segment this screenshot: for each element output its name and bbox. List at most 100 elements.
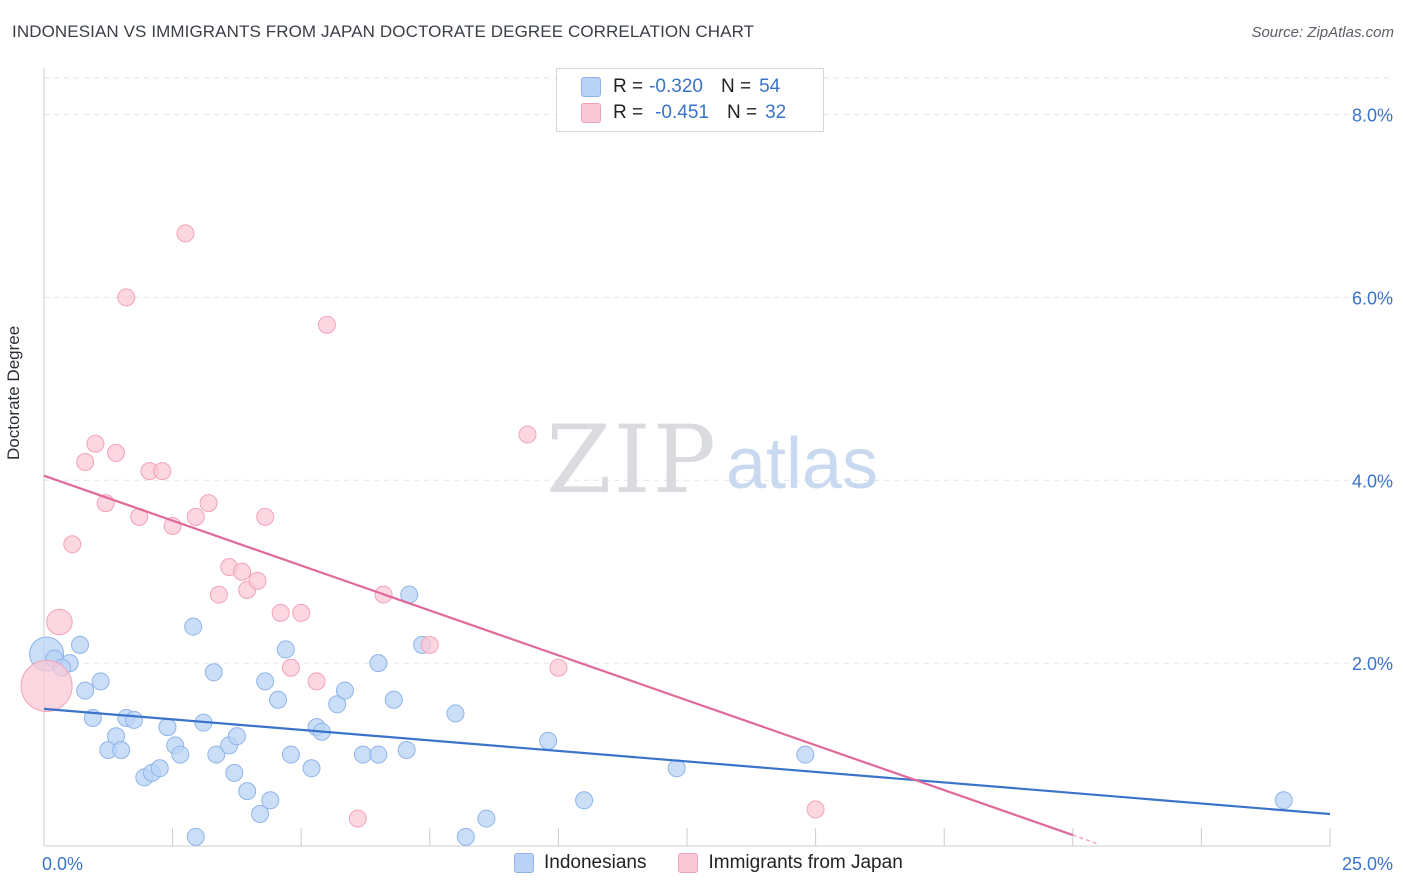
legend-item-japan[interactable]: Immigrants from Japan xyxy=(678,852,903,874)
legend-item-indonesians[interactable]: Indonesians xyxy=(514,852,646,874)
trend-line-japan xyxy=(43,474,1074,837)
point-indonesians xyxy=(171,745,190,764)
point-indonesians xyxy=(667,759,686,778)
point-indonesians xyxy=(446,704,465,723)
point-japan xyxy=(248,571,267,590)
watermark-zip: ZIP xyxy=(546,406,718,515)
point-japan xyxy=(518,425,537,444)
legend-swatch-indonesians xyxy=(514,853,534,873)
legend-n-label: N = xyxy=(720,76,752,97)
legend-r-value: -0.451 xyxy=(655,102,709,123)
point-japan xyxy=(186,507,205,526)
point-japan xyxy=(806,800,825,819)
point-japan xyxy=(76,453,95,471)
point-japan xyxy=(420,635,439,654)
point-indonesians xyxy=(269,690,288,709)
point-indonesians xyxy=(125,710,144,729)
legend-swatch-indonesians xyxy=(581,77,601,97)
watermark: ZIP atlas xyxy=(546,406,878,515)
point-japan xyxy=(63,535,82,554)
point-indonesians xyxy=(796,745,815,764)
point-japan xyxy=(199,494,218,513)
point-indonesians xyxy=(276,640,295,659)
point-indonesians xyxy=(207,745,226,764)
trend-lines xyxy=(43,474,1331,845)
point-indonesians xyxy=(1274,791,1293,810)
legend-n-value: 54 xyxy=(759,76,781,97)
legend-row-indonesians: R = -0.320 N = 54 xyxy=(581,75,780,99)
y-tick-label: 8.0% xyxy=(1352,106,1393,126)
point-japan xyxy=(86,434,105,453)
axes xyxy=(43,68,1331,847)
point-japan xyxy=(292,603,311,622)
point-japan xyxy=(348,809,367,828)
point-indonesians xyxy=(76,681,95,700)
x-tick-label: 25.0% xyxy=(1342,854,1393,874)
point-indonesians xyxy=(456,827,475,846)
point-japan xyxy=(233,562,252,581)
chart-title: INDONESIAN VS IMMIGRANTS FROM JAPAN DOCT… xyxy=(12,22,755,41)
source-label: Source: ZipAtlas.com xyxy=(1251,24,1394,41)
point-indonesians xyxy=(369,654,388,673)
point-indonesians xyxy=(238,782,257,801)
legend-r-label: R = xyxy=(613,102,644,123)
stats-legend: R = -0.320 N = 54 R = -0.451 N = 32 xyxy=(556,68,824,132)
point-japan xyxy=(117,288,136,307)
y-axis-label: Doctorate Degree xyxy=(4,325,23,460)
point-indonesians xyxy=(186,827,205,846)
point-japan xyxy=(271,603,290,622)
point-japan xyxy=(317,315,336,334)
point-japan xyxy=(176,224,195,243)
legend-row-japan: R = -0.451 N = 32 xyxy=(581,101,786,125)
point-indonesians xyxy=(302,759,321,778)
point-japan xyxy=(107,443,126,462)
legend-r-label: R = xyxy=(613,76,644,97)
legend-label-indonesians: Indonesians xyxy=(544,852,647,873)
point-indonesians xyxy=(261,791,280,810)
point-indonesians xyxy=(575,791,594,810)
point-japan xyxy=(307,672,326,691)
point-indonesians xyxy=(369,745,388,764)
point-indonesians xyxy=(251,805,270,823)
point-japan xyxy=(281,658,300,677)
legend-label-japan: Immigrants from Japan xyxy=(708,852,903,873)
point-japan xyxy=(46,608,73,636)
point-indonesians xyxy=(227,727,246,746)
y-tick-label: 2.0% xyxy=(1352,654,1393,674)
point-indonesians xyxy=(539,731,558,750)
point-indonesians xyxy=(353,745,372,764)
point-indonesians xyxy=(256,672,275,691)
legend-n-label: N = xyxy=(726,102,758,123)
point-indonesians xyxy=(477,809,496,828)
point-indonesians xyxy=(281,745,300,764)
tick-labels: 2.0% 4.0% 6.0% 8.0% 0.0% 25.0% xyxy=(42,106,1393,874)
watermark-atlas: atlas xyxy=(726,424,878,504)
point-indonesians xyxy=(204,663,223,682)
legend-swatch-japan xyxy=(581,103,601,123)
point-indonesians xyxy=(335,681,354,700)
legend-r-value: -0.320 xyxy=(649,76,703,97)
point-japan xyxy=(209,585,228,604)
point-indonesians xyxy=(184,617,203,636)
point-japan xyxy=(256,507,275,526)
point-indonesians xyxy=(71,635,90,654)
legend-n-value: 32 xyxy=(765,102,787,123)
point-japan xyxy=(549,658,568,677)
point-indonesians xyxy=(225,763,244,782)
point-indonesians xyxy=(112,741,131,759)
point-indonesians xyxy=(384,690,403,709)
point-indonesians xyxy=(150,759,169,778)
point-japan xyxy=(153,462,172,481)
point-indonesians xyxy=(91,672,110,691)
point-indonesians xyxy=(328,695,347,714)
series-legend: Indonesians Immigrants from Japan xyxy=(514,852,935,874)
x-tick-label: 0.0% xyxy=(42,854,83,874)
point-indonesians xyxy=(158,718,177,737)
point-indonesians xyxy=(397,741,416,759)
legend-swatch-japan xyxy=(678,853,699,873)
y-tick-label: 4.0% xyxy=(1352,471,1393,491)
series-indonesians xyxy=(29,585,1293,846)
trend-line-indonesians xyxy=(43,707,1331,816)
point-japan xyxy=(20,660,73,712)
